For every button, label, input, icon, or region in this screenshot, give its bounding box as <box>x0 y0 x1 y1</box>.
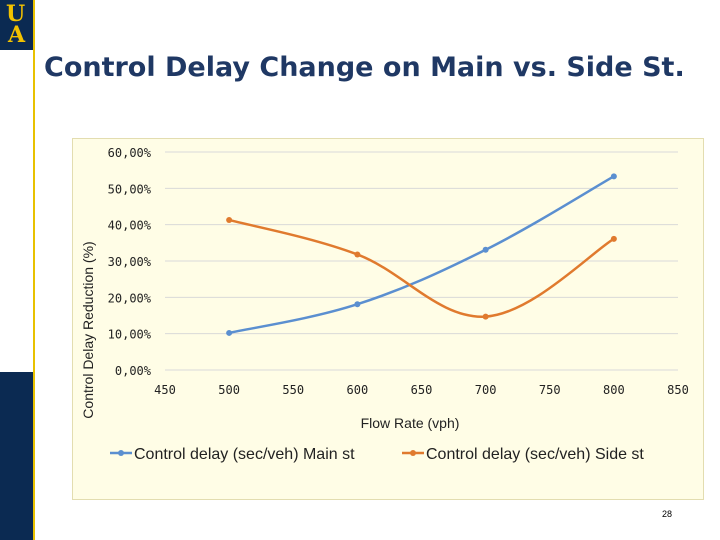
sidebar-dark-section <box>0 372 34 540</box>
x-axis-label: Flow Rate (vph) <box>361 415 460 431</box>
x-tick-label: 700 <box>475 383 497 397</box>
x-tick-label: 600 <box>347 383 369 397</box>
y-tick-label: 0,00% <box>115 364 152 378</box>
legend-label: Control delay (sec/veh) Main st <box>134 446 355 463</box>
data-point <box>226 329 233 336</box>
data-point <box>354 251 361 258</box>
series-points <box>226 173 617 336</box>
x-tick-label: 800 <box>603 383 625 397</box>
x-tick-label: 500 <box>218 383 240 397</box>
series-line-2 <box>228 218 615 318</box>
sidebar-light-section <box>0 50 34 372</box>
y-tick-label: 60,00% <box>108 146 152 160</box>
y-tick-labels: 0,00% 10,00% 20,00% 30,00% 40,00% 50,00% 60,00… <box>108 146 152 378</box>
x-tick-label: 450 <box>154 383 176 397</box>
slide-number: 28 <box>662 509 673 519</box>
sidebar-gold-divider <box>33 0 35 540</box>
legend-swatch-marker <box>118 450 124 456</box>
legend-swatch-marker <box>410 450 416 456</box>
y-tick-label: 20,00% <box>108 291 152 305</box>
series-lines <box>228 175 615 335</box>
legend-label: Control delay (sec/veh) Side st <box>426 446 644 463</box>
data-point <box>610 235 617 242</box>
logo-letter-u: U <box>6 1 26 27</box>
x-tick-label: 750 <box>539 383 561 397</box>
y-tick-label: 50,00% <box>108 182 152 196</box>
data-point <box>226 216 233 223</box>
x-tick-label: 550 <box>282 383 304 397</box>
y-tick-label: 40,00% <box>108 219 152 233</box>
x-tick-labels: 450 500 550 600 650 700 750 800 850 <box>154 383 689 397</box>
chart-legend: Control delay (sec/veh) Main st Control d… <box>110 446 644 463</box>
series-line-1 <box>228 175 615 335</box>
data-point <box>482 246 489 253</box>
chart-frame <box>72 138 704 500</box>
data-point <box>482 313 489 320</box>
slide-title: Control Delay Change on Main vs. Side St… <box>44 52 685 83</box>
y-tick-label: 30,00% <box>108 255 152 269</box>
data-point <box>354 301 361 308</box>
x-tick-label: 850 <box>667 383 689 397</box>
logo-letter-a: A <box>8 22 26 48</box>
university-logo: U A <box>0 0 34 50</box>
data-point <box>610 173 617 180</box>
y-tick-label: 10,00% <box>108 328 152 342</box>
x-tick-label: 650 <box>411 383 433 397</box>
y-axis-label: Control Delay Reduction (%) <box>80 241 96 418</box>
